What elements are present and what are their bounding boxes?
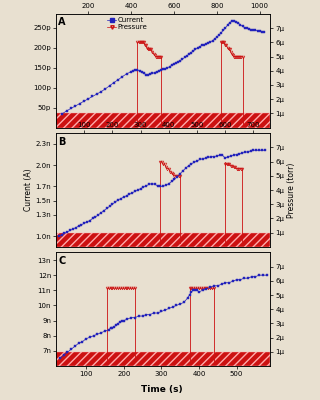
Text: Time (s): Time (s) xyxy=(141,385,182,394)
Y-axis label: Current (A): Current (A) xyxy=(24,169,33,211)
Text: C: C xyxy=(58,256,65,266)
Y-axis label: Pressure (torr): Pressure (torr) xyxy=(287,162,296,218)
Legend: Current, Pressure: Current, Pressure xyxy=(107,16,148,31)
Text: A: A xyxy=(58,18,66,28)
Text: B: B xyxy=(58,137,66,147)
